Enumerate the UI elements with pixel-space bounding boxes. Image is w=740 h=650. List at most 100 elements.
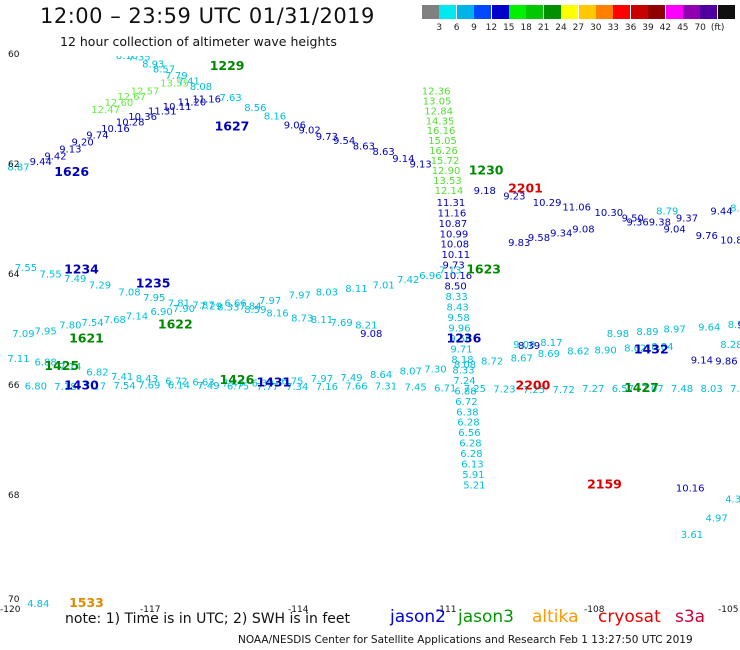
wave-height-value: 9.44 xyxy=(30,157,52,168)
wave-height-value: 7.49 xyxy=(64,274,86,285)
colorbar-label: 27 xyxy=(572,23,585,33)
wave-height-value: 11.16 xyxy=(438,208,467,219)
wave-height-value: 7.63 xyxy=(220,93,242,104)
colorbar-label: 36 xyxy=(624,23,637,33)
wave-height-value: 10.30 xyxy=(595,208,624,219)
wave-height-value: 7.49 xyxy=(340,373,362,384)
wave-height-value: 10.16 xyxy=(101,124,130,135)
colorbar-swatch xyxy=(509,5,526,19)
colorbar-swatch xyxy=(439,5,457,19)
wave-height-value: 9.20 xyxy=(72,137,94,148)
wave-height-value: 11.31 xyxy=(148,106,177,117)
wave-height-value: 5.21 xyxy=(463,481,485,492)
wave-height-value: 6.72 xyxy=(165,376,187,387)
colorbar-swatch xyxy=(613,5,631,19)
pass-time-label: 1426 xyxy=(220,372,255,387)
wave-height-value: 6.38 xyxy=(456,407,478,418)
colorbar-label: 3 xyxy=(436,23,443,33)
wave-height-value: 9.18 xyxy=(474,186,496,197)
pass-time-label: 1230 xyxy=(469,163,504,178)
wave-height-value: 8.63 xyxy=(373,147,395,158)
wave-height-value: 8.18 xyxy=(451,355,473,366)
wave-height-value: 6.28 xyxy=(457,418,479,429)
wave-height-value: 8.67 xyxy=(511,353,533,364)
wave-height-value: 7.55 xyxy=(15,263,37,274)
wave-height-value: 6.71 xyxy=(434,384,456,395)
wave-height-value: 8.69 xyxy=(538,349,560,360)
wave-height-value: 15.72 xyxy=(431,156,460,167)
wave-height-value: 11.06 xyxy=(562,202,591,213)
wave-height-value: 9.64 xyxy=(698,322,720,333)
wave-height-value: 6.88 xyxy=(454,386,476,397)
wave-height-value: 8.43 xyxy=(136,374,158,385)
wave-height-value: 9.58 xyxy=(448,313,470,324)
wave-height-value: 6.80 xyxy=(25,381,47,392)
wave-height-value: 3.61 xyxy=(681,530,703,541)
colorbar-swatch xyxy=(526,5,544,19)
colorbar-swatch xyxy=(648,5,666,19)
wave-height-value: 7.07 xyxy=(641,384,663,395)
wave-height-value: 6.63 xyxy=(192,378,214,389)
wave-height-value: 9.73 xyxy=(316,132,338,143)
wave-height-value: 9.06 xyxy=(284,121,306,132)
wave-height-value: 7.72 xyxy=(553,385,575,396)
wave-height-value: 8.03 xyxy=(701,384,723,395)
pass-time-label: 2159 xyxy=(587,477,622,492)
lat-label: 66 xyxy=(8,380,20,391)
wave-height-value: 9.71 xyxy=(450,344,472,355)
legend-jason2: jason2 xyxy=(390,607,446,627)
colorbar-swatch xyxy=(456,5,474,19)
wave-height-value: 8.56 xyxy=(728,320,740,331)
wave-height-value: 7.08 xyxy=(118,288,140,299)
colorbar-swatch xyxy=(683,5,700,19)
wave-height-value: 7.17 xyxy=(84,381,106,392)
wave-height-value: 8.07 xyxy=(400,367,422,378)
colorbar-swatch xyxy=(578,5,596,19)
wave-height-value: 10.11 xyxy=(163,102,192,113)
pass-time-label: 1533 xyxy=(69,595,104,607)
pass-time-label: 1430 xyxy=(64,377,99,392)
lon-label: -108 xyxy=(584,605,605,615)
pass-time-label: 1432 xyxy=(634,342,669,357)
footer-note: note: 1) Time is in UTC; 2) SWH is in fe… xyxy=(65,611,351,627)
wave-height-value: 7.09 xyxy=(12,329,34,340)
wave-height-value: 8.89 xyxy=(636,327,658,338)
wave-height-value: 12.84 xyxy=(424,106,453,117)
wave-height-value: 8.33 xyxy=(446,292,468,303)
wave-height-value: 7.13 xyxy=(439,266,461,277)
page-subtitle: 12 hour collection of altimeter wave hei… xyxy=(60,34,337,49)
colorbar-label: 6 xyxy=(453,23,460,33)
pass-time-label: 1621 xyxy=(69,331,104,346)
colorbar-swatch xyxy=(630,5,648,19)
wave-height-value: 7.41 xyxy=(111,372,133,383)
colorbar-swatch xyxy=(700,5,718,19)
wave-height-value: 6.75 xyxy=(227,381,249,392)
lat-label: 62 xyxy=(8,160,20,171)
wave-height-value: 7.95 xyxy=(35,326,57,337)
wave-height-value: 9.58 xyxy=(528,233,550,244)
wave-height-value: 7.95 xyxy=(143,293,165,304)
legend-s3a: s3a xyxy=(675,607,706,627)
wave-height-value: 7.35 xyxy=(128,56,150,63)
wave-height-value: 7.01 xyxy=(373,281,395,292)
wave-height-value: 6.28 xyxy=(459,439,481,450)
wave-height-value: 9.50 xyxy=(622,213,644,224)
legend-altika: altika xyxy=(532,607,579,627)
wave-height-value: 8.64 xyxy=(370,370,392,381)
wave-height-value: 7.27 xyxy=(582,384,604,395)
wave-height-value: 7.79 xyxy=(165,71,187,82)
colorbar-swatch xyxy=(717,5,735,19)
colorbar-swatch xyxy=(491,5,509,19)
wave-height-value: 8.21 xyxy=(355,321,377,332)
colorbar-swatch xyxy=(596,5,613,19)
wave-height-value: 9.36 xyxy=(627,218,649,229)
wave-height-value: 8.11 xyxy=(311,315,333,326)
wave-height-value: 9.08 xyxy=(513,340,535,351)
wave-height-value: 8.98 xyxy=(607,329,629,340)
wave-height-value: 10.84 xyxy=(720,235,740,246)
colorbar-swatch xyxy=(543,5,561,19)
wave-height-value: 7.87 xyxy=(192,300,214,311)
wave-height-value: 8.08 xyxy=(190,82,212,93)
wave-height-value: 8.93 xyxy=(142,60,164,71)
